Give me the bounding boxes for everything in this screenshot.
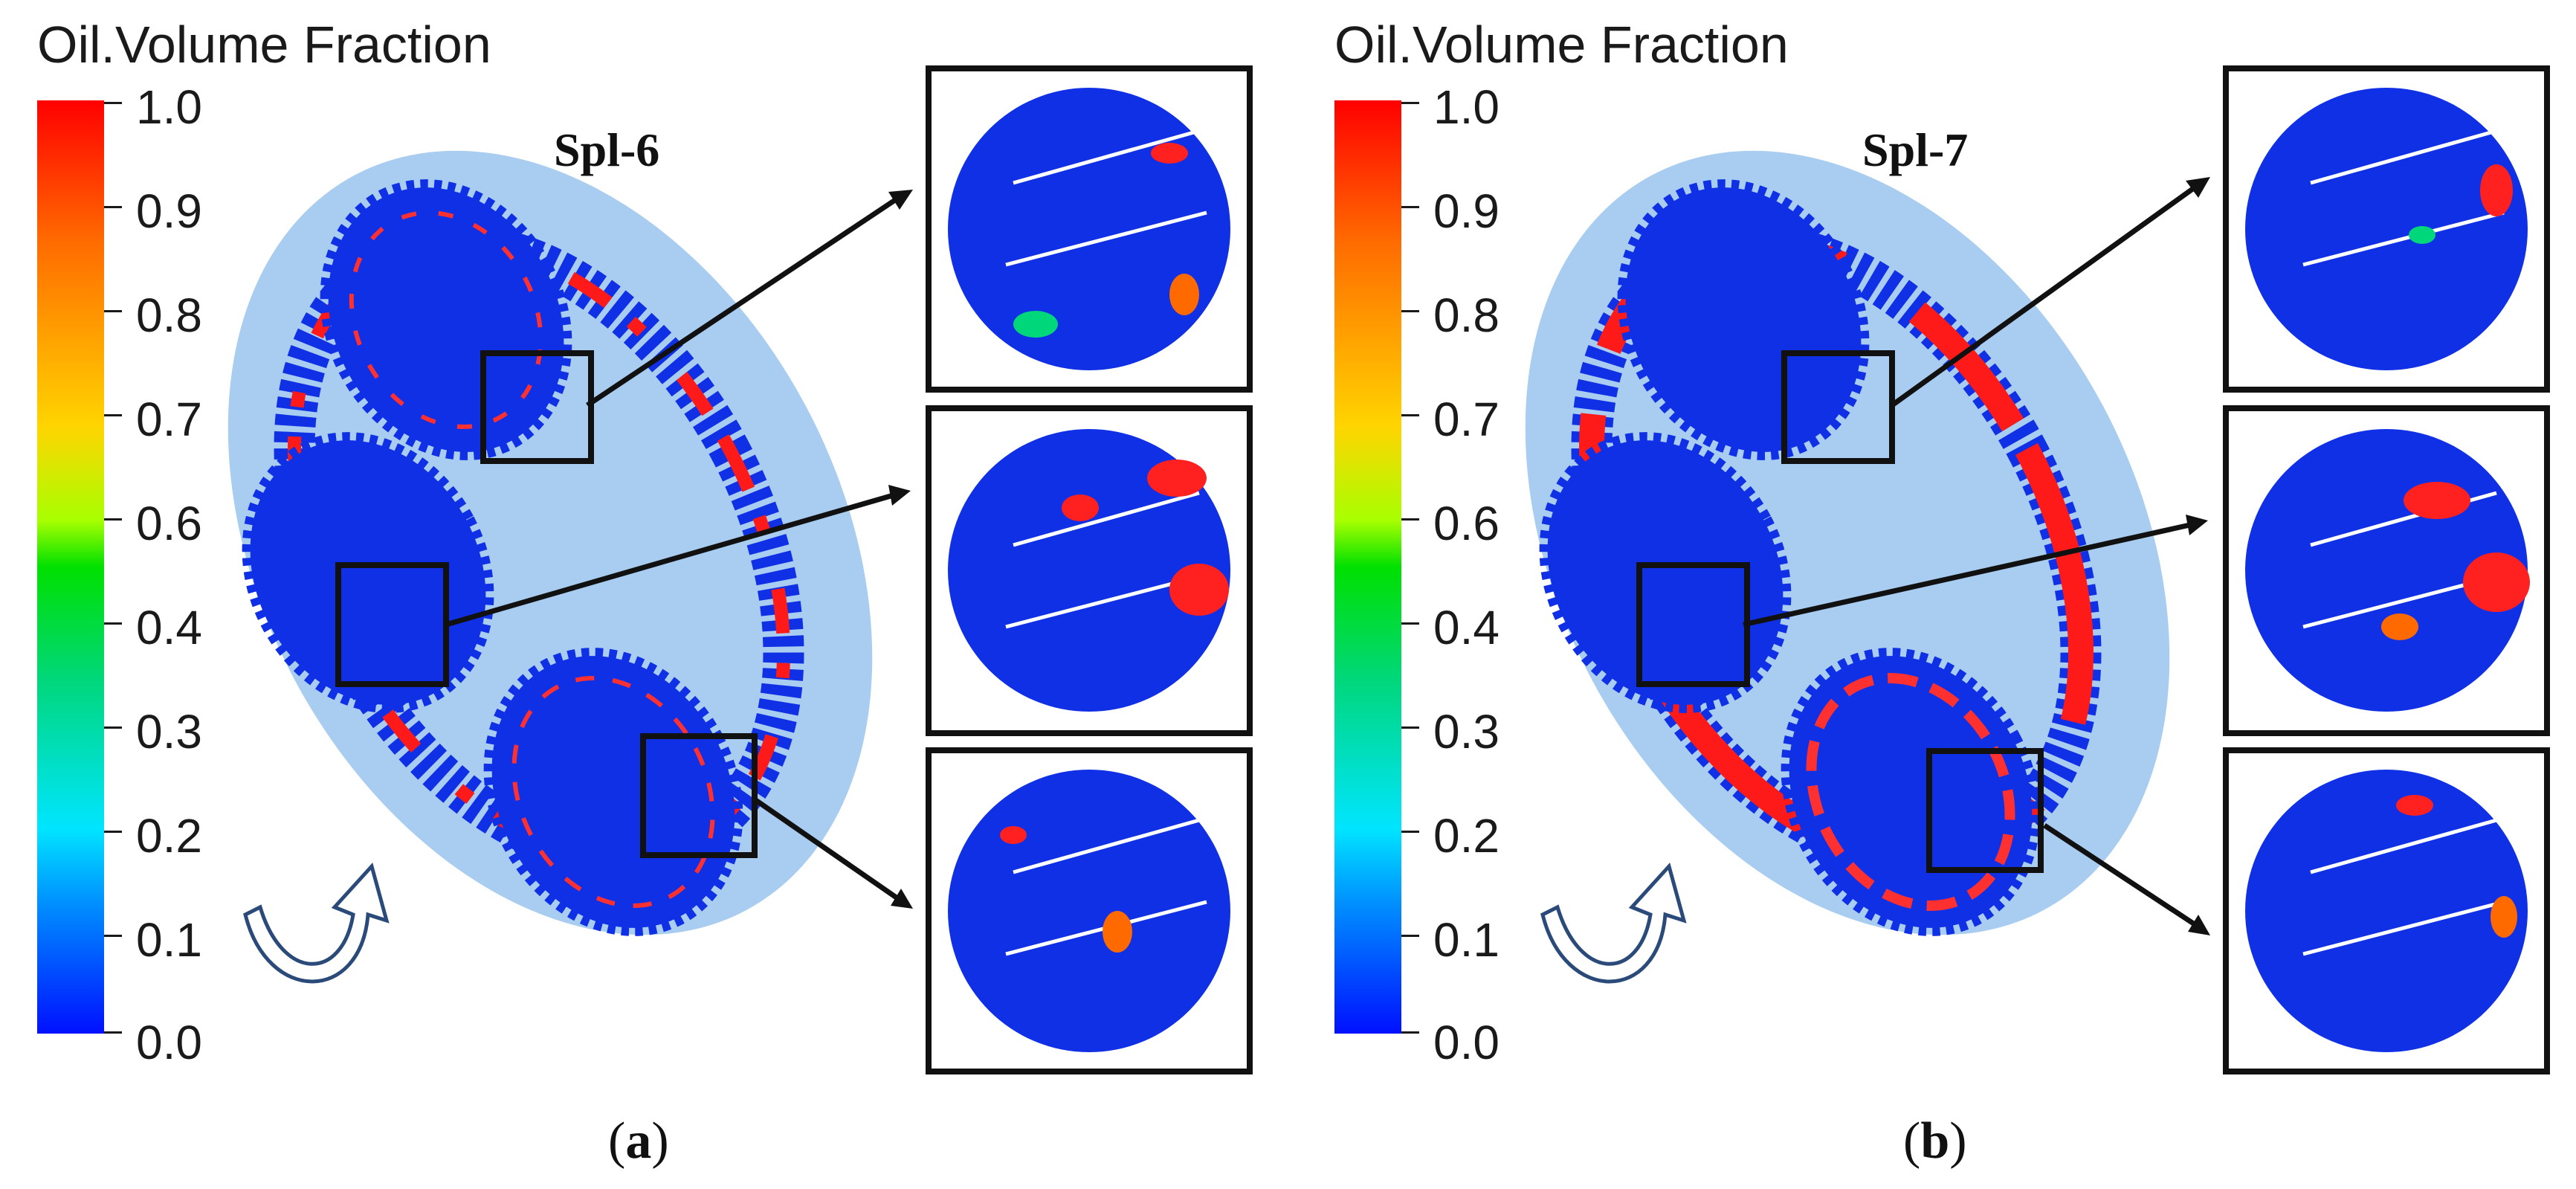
arrowhead — [2186, 177, 2210, 198]
colorbar-tick — [104, 206, 122, 208]
rotation-arrow-icon — [243, 862, 390, 984]
colorbar-tick — [104, 726, 122, 729]
colorbar-label: 0.8 — [1433, 289, 1500, 342]
colorbar-label: 0.4 — [1433, 601, 1500, 654]
colorbar-tick — [1401, 1031, 1419, 1034]
arrowhead — [2188, 915, 2210, 935]
sample-label: Spl-6 — [554, 123, 660, 176]
colorbar-tick — [1401, 622, 1419, 625]
colorbar-label: 0.0 — [1433, 1016, 1500, 1069]
planet-oil-bottom — [511, 676, 715, 908]
colorbar-label: 0.9 — [1433, 184, 1500, 238]
colorbar-label: 0.8 — [136, 289, 202, 342]
bearing-marker-top — [1781, 350, 1895, 464]
colorbar-tick — [1401, 518, 1419, 521]
colorbar-label: 0.4 — [136, 601, 202, 654]
colorbar-tick — [104, 414, 122, 416]
colorbar-tick — [1401, 206, 1419, 208]
colorbar-label: 0.7 — [1433, 393, 1500, 446]
arrowhead — [891, 889, 913, 909]
colorbar-label: 0.1 — [136, 913, 202, 967]
bearing-marker-bottom — [640, 733, 758, 858]
callout-arrow — [2043, 823, 2198, 928]
bearing-marker-bottom — [1926, 748, 2044, 873]
bearing-inset-middle — [2223, 405, 2550, 736]
bearing-render — [948, 88, 1230, 370]
bearing-inset-top — [926, 65, 1253, 393]
arrowhead — [888, 485, 911, 506]
gearbox-render — [227, 150, 873, 984]
planet-gear-top — [1617, 179, 1870, 460]
panel-b: Oil.Volume Fraction 1.0 0.9 0.8 0.7 0.6 … — [1297, 0, 2576, 1189]
colorbar-label: 0.6 — [1433, 497, 1500, 550]
panel-caption: (b) — [1903, 1112, 1967, 1170]
bearing-marker-top — [480, 350, 594, 464]
planet-gear-left — [1539, 432, 1792, 713]
panel-caption: (a) — [608, 1112, 669, 1170]
colorbar-tick — [104, 518, 122, 521]
colorbar-tick — [1401, 414, 1419, 416]
bearing-render — [948, 429, 1230, 712]
colorbar-label: 1.0 — [1433, 80, 1500, 134]
callout-arrow — [753, 797, 901, 902]
colorbar-tick — [1401, 310, 1419, 312]
bearing-inset-top — [2223, 65, 2550, 393]
colorbar-title: Oil.Volume Fraction — [1334, 16, 1789, 74]
colorbar-tick — [104, 102, 122, 104]
colorbar-title: Oil.Volume Fraction — [37, 16, 491, 74]
colorbar-label: 0.1 — [1433, 913, 1500, 967]
bearing-render — [948, 770, 1230, 1052]
colorbar-tick — [104, 831, 122, 833]
colorbar-label: 0.3 — [136, 705, 202, 758]
sample-label: Spl-7 — [1862, 123, 1969, 176]
colorbar-label: 0.9 — [136, 184, 202, 238]
bearing-inset-bottom — [926, 747, 1253, 1074]
rotation-arrow-icon — [1540, 862, 1687, 984]
colorbar-tick — [104, 1031, 122, 1034]
colorbar-label: 0.3 — [1433, 705, 1500, 758]
bearing-inset-middle — [926, 405, 1253, 736]
callout-arrow — [1743, 521, 2194, 628]
colorbar-tick — [1401, 102, 1419, 104]
callout-arrows — [1743, 177, 2210, 935]
arrowhead — [2186, 515, 2208, 535]
colorbar-label: 1.0 — [136, 80, 202, 134]
colorbar-tick — [1401, 726, 1419, 729]
bearing-render — [2245, 770, 2528, 1052]
callout-arrow — [586, 195, 901, 407]
ring-oil — [288, 237, 790, 863]
colorbar-label: 0.0 — [136, 1016, 202, 1069]
bearing-render — [2245, 88, 2528, 370]
gearbox-render — [1525, 150, 2170, 984]
panel-a: Oil.Volume Fraction 1.0 0.9 0.8 0.7 0.6 … — [37, 16, 1253, 1170]
colorbar-label: 0.2 — [1433, 809, 1500, 863]
colorbar — [1334, 100, 1401, 1034]
bearing-render — [2245, 429, 2530, 712]
colorbar-tick — [1401, 831, 1419, 833]
colorbar-tick — [1401, 935, 1419, 937]
planet-oil-top — [349, 210, 543, 429]
planet-gear-top — [320, 179, 572, 460]
colorbar-tick — [104, 622, 122, 625]
callout-arrow — [445, 492, 897, 628]
colorbar-label: 0.2 — [136, 809, 202, 863]
callout-arrow — [1890, 184, 2199, 407]
colorbar-label: 0.7 — [136, 393, 202, 446]
colorbar-tick — [104, 935, 122, 937]
planet-gear-left — [242, 432, 494, 713]
bearing-inset-bottom — [2223, 747, 2550, 1074]
colorbar-tick — [104, 310, 122, 312]
callout-arrows — [445, 190, 913, 909]
arrowhead — [888, 190, 913, 210]
colorbar — [37, 100, 104, 1034]
colorbar-label: 0.6 — [136, 497, 202, 550]
